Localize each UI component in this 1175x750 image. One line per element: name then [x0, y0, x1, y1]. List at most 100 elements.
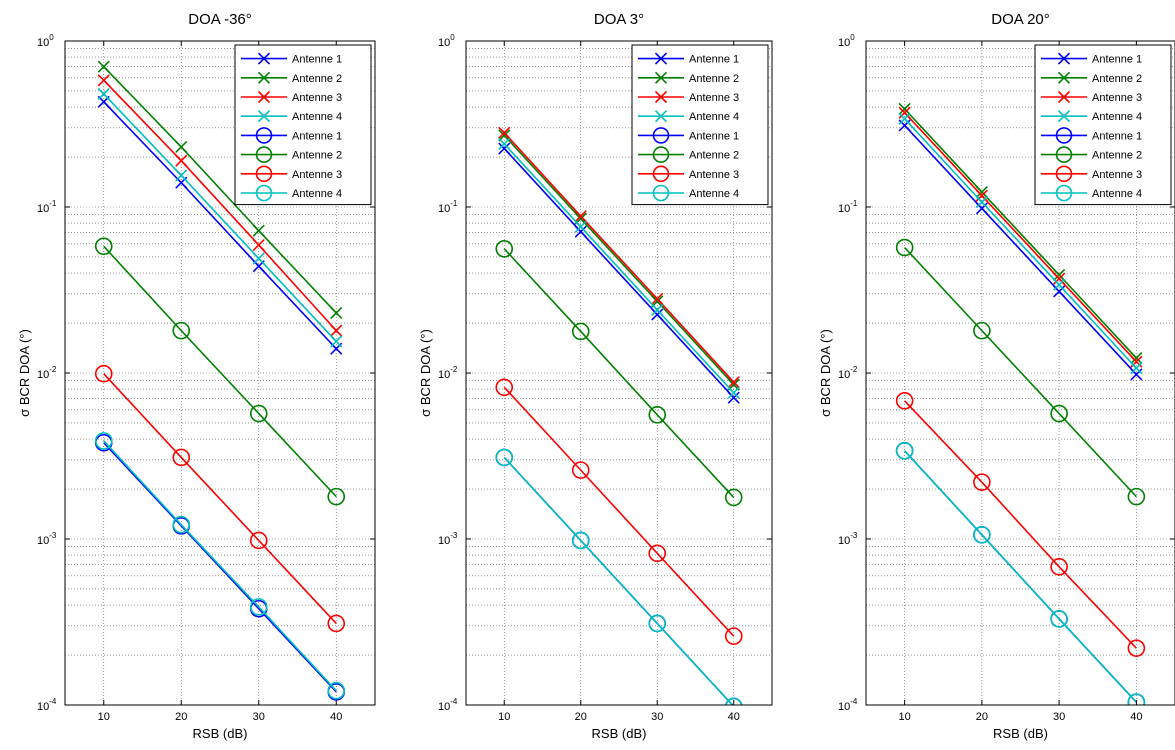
data-point-o-marker	[895, 238, 914, 257]
legend-x-marker	[257, 52, 271, 65]
data-point-x-marker	[651, 303, 664, 316]
legend-label: Antenne 4	[292, 188, 342, 200]
series-line	[503, 134, 735, 386]
x-tick-label: 30	[1053, 711, 1065, 723]
series-line	[103, 373, 337, 624]
legend-entry: Antenne 3	[638, 165, 739, 183]
legend-x-marker	[257, 90, 271, 104]
data-point-x-marker	[574, 210, 587, 223]
legend-o-marker	[255, 165, 273, 183]
legend-o-marker	[255, 146, 273, 163]
data-point-o-marker	[648, 614, 667, 633]
series-line	[103, 101, 337, 350]
legend-label: Antenne 1	[1092, 130, 1142, 142]
legend-entry: Antenne 3	[1041, 90, 1142, 104]
legend-entry: Antenne 1	[241, 127, 342, 144]
legend-label: Antenne 1	[1092, 54, 1142, 66]
data-point-x-marker	[727, 391, 740, 404]
legend-entry: Antenne 1	[1041, 127, 1142, 144]
data-point-x-marker	[252, 252, 265, 265]
legend-label: Antenne 4	[689, 111, 739, 123]
x-axis-label: RSB (dB)	[993, 726, 1048, 741]
data-point-o-marker	[94, 432, 113, 450]
legend-x-marker	[1057, 110, 1071, 123]
x-axis-label: RSB (dB)	[592, 726, 647, 741]
series-line	[904, 450, 1137, 703]
legend-entry: Antenne 3	[1041, 165, 1142, 183]
legend-entry: Antenne 4	[638, 184, 739, 202]
data-point-x-marker	[498, 142, 511, 155]
data-point-x-marker	[651, 292, 664, 305]
data-point-x-marker	[574, 220, 587, 233]
data-point-x-marker	[498, 126, 511, 139]
legend-entry: Antenne 2	[1041, 146, 1142, 163]
data-point-x-marker	[97, 87, 110, 100]
series-line	[103, 245, 337, 498]
data-point-x-marker	[175, 169, 188, 182]
legend-entry: Antenne 4	[241, 110, 342, 123]
data-point-o-marker	[172, 515, 191, 534]
data-point-x-marker	[1130, 362, 1143, 375]
legend-o-marker	[1055, 165, 1073, 183]
legend-entry: Antenne 2	[638, 146, 739, 163]
data-point-o-marker	[571, 322, 590, 341]
series-group	[895, 102, 1146, 705]
data-point-x-marker	[1053, 278, 1066, 291]
legend-label: Antenne 3	[1092, 92, 1142, 104]
series-line	[103, 79, 337, 332]
legend-label: Antenne 2	[1092, 73, 1142, 85]
series-line	[503, 456, 734, 705]
data-point-x-marker	[574, 225, 587, 238]
legend-o-marker	[255, 184, 273, 202]
legend-entry: Antenne 3	[241, 165, 342, 183]
legend-x-marker	[654, 52, 668, 65]
legend-label: Antenne 2	[689, 150, 739, 162]
legend-o-marker	[1055, 146, 1073, 163]
data-point-x-marker	[898, 112, 911, 125]
legend-label: Antenne 2	[689, 73, 739, 85]
data-point-x-marker	[330, 324, 343, 337]
legend-o-marker	[255, 127, 273, 144]
legend-entry: Antenne 1	[638, 52, 739, 66]
data-point-o-marker	[1127, 693, 1146, 705]
legend-o-marker	[1055, 127, 1073, 144]
x-tick-label: 40	[728, 711, 740, 723]
data-point-x-marker	[498, 129, 511, 142]
series-line	[904, 124, 1137, 376]
data-point-o-marker	[1050, 404, 1068, 423]
data-point-x-marker	[252, 238, 265, 252]
data-point-x-marker	[651, 308, 664, 321]
data-point-o-marker	[1127, 487, 1146, 506]
series-line	[103, 442, 337, 693]
y-axis-label: σ BCR DOA (°)	[17, 329, 32, 417]
x-tick-label: 40	[330, 711, 342, 723]
legend-label: Antenne 1	[689, 54, 739, 66]
legend-entry: Antenne 2	[638, 71, 739, 85]
data-point-o-marker	[1050, 610, 1068, 628]
series-line	[503, 143, 735, 394]
chart-title: DOA 20°	[991, 11, 1050, 28]
data-point-x-marker	[727, 386, 740, 399]
legend-x-marker	[257, 110, 271, 123]
legend-label: Antenne 3	[689, 92, 739, 104]
data-point-o-marker	[172, 448, 191, 467]
legend-entry: Antenne 2	[241, 71, 342, 85]
legend-o-marker	[652, 127, 670, 144]
legend-o-marker	[652, 165, 670, 183]
x-tick-label: 40	[1130, 711, 1142, 723]
data-point-o-marker	[973, 525, 991, 544]
series-line	[904, 112, 1137, 363]
x-tick-label: 30	[651, 711, 663, 723]
data-point-x-marker	[1053, 268, 1066, 281]
legend-label: Antenne 4	[1092, 188, 1142, 200]
legend-entry: Antenne 1	[638, 127, 739, 144]
x-tick-label: 20	[175, 711, 187, 723]
data-point-x-marker	[330, 335, 343, 348]
data-point-x-marker	[727, 376, 740, 389]
legend-entry: Antenne 2	[241, 146, 342, 163]
legend-o-marker	[652, 146, 670, 163]
series-line	[503, 147, 735, 399]
data-point-x-marker	[175, 154, 188, 167]
